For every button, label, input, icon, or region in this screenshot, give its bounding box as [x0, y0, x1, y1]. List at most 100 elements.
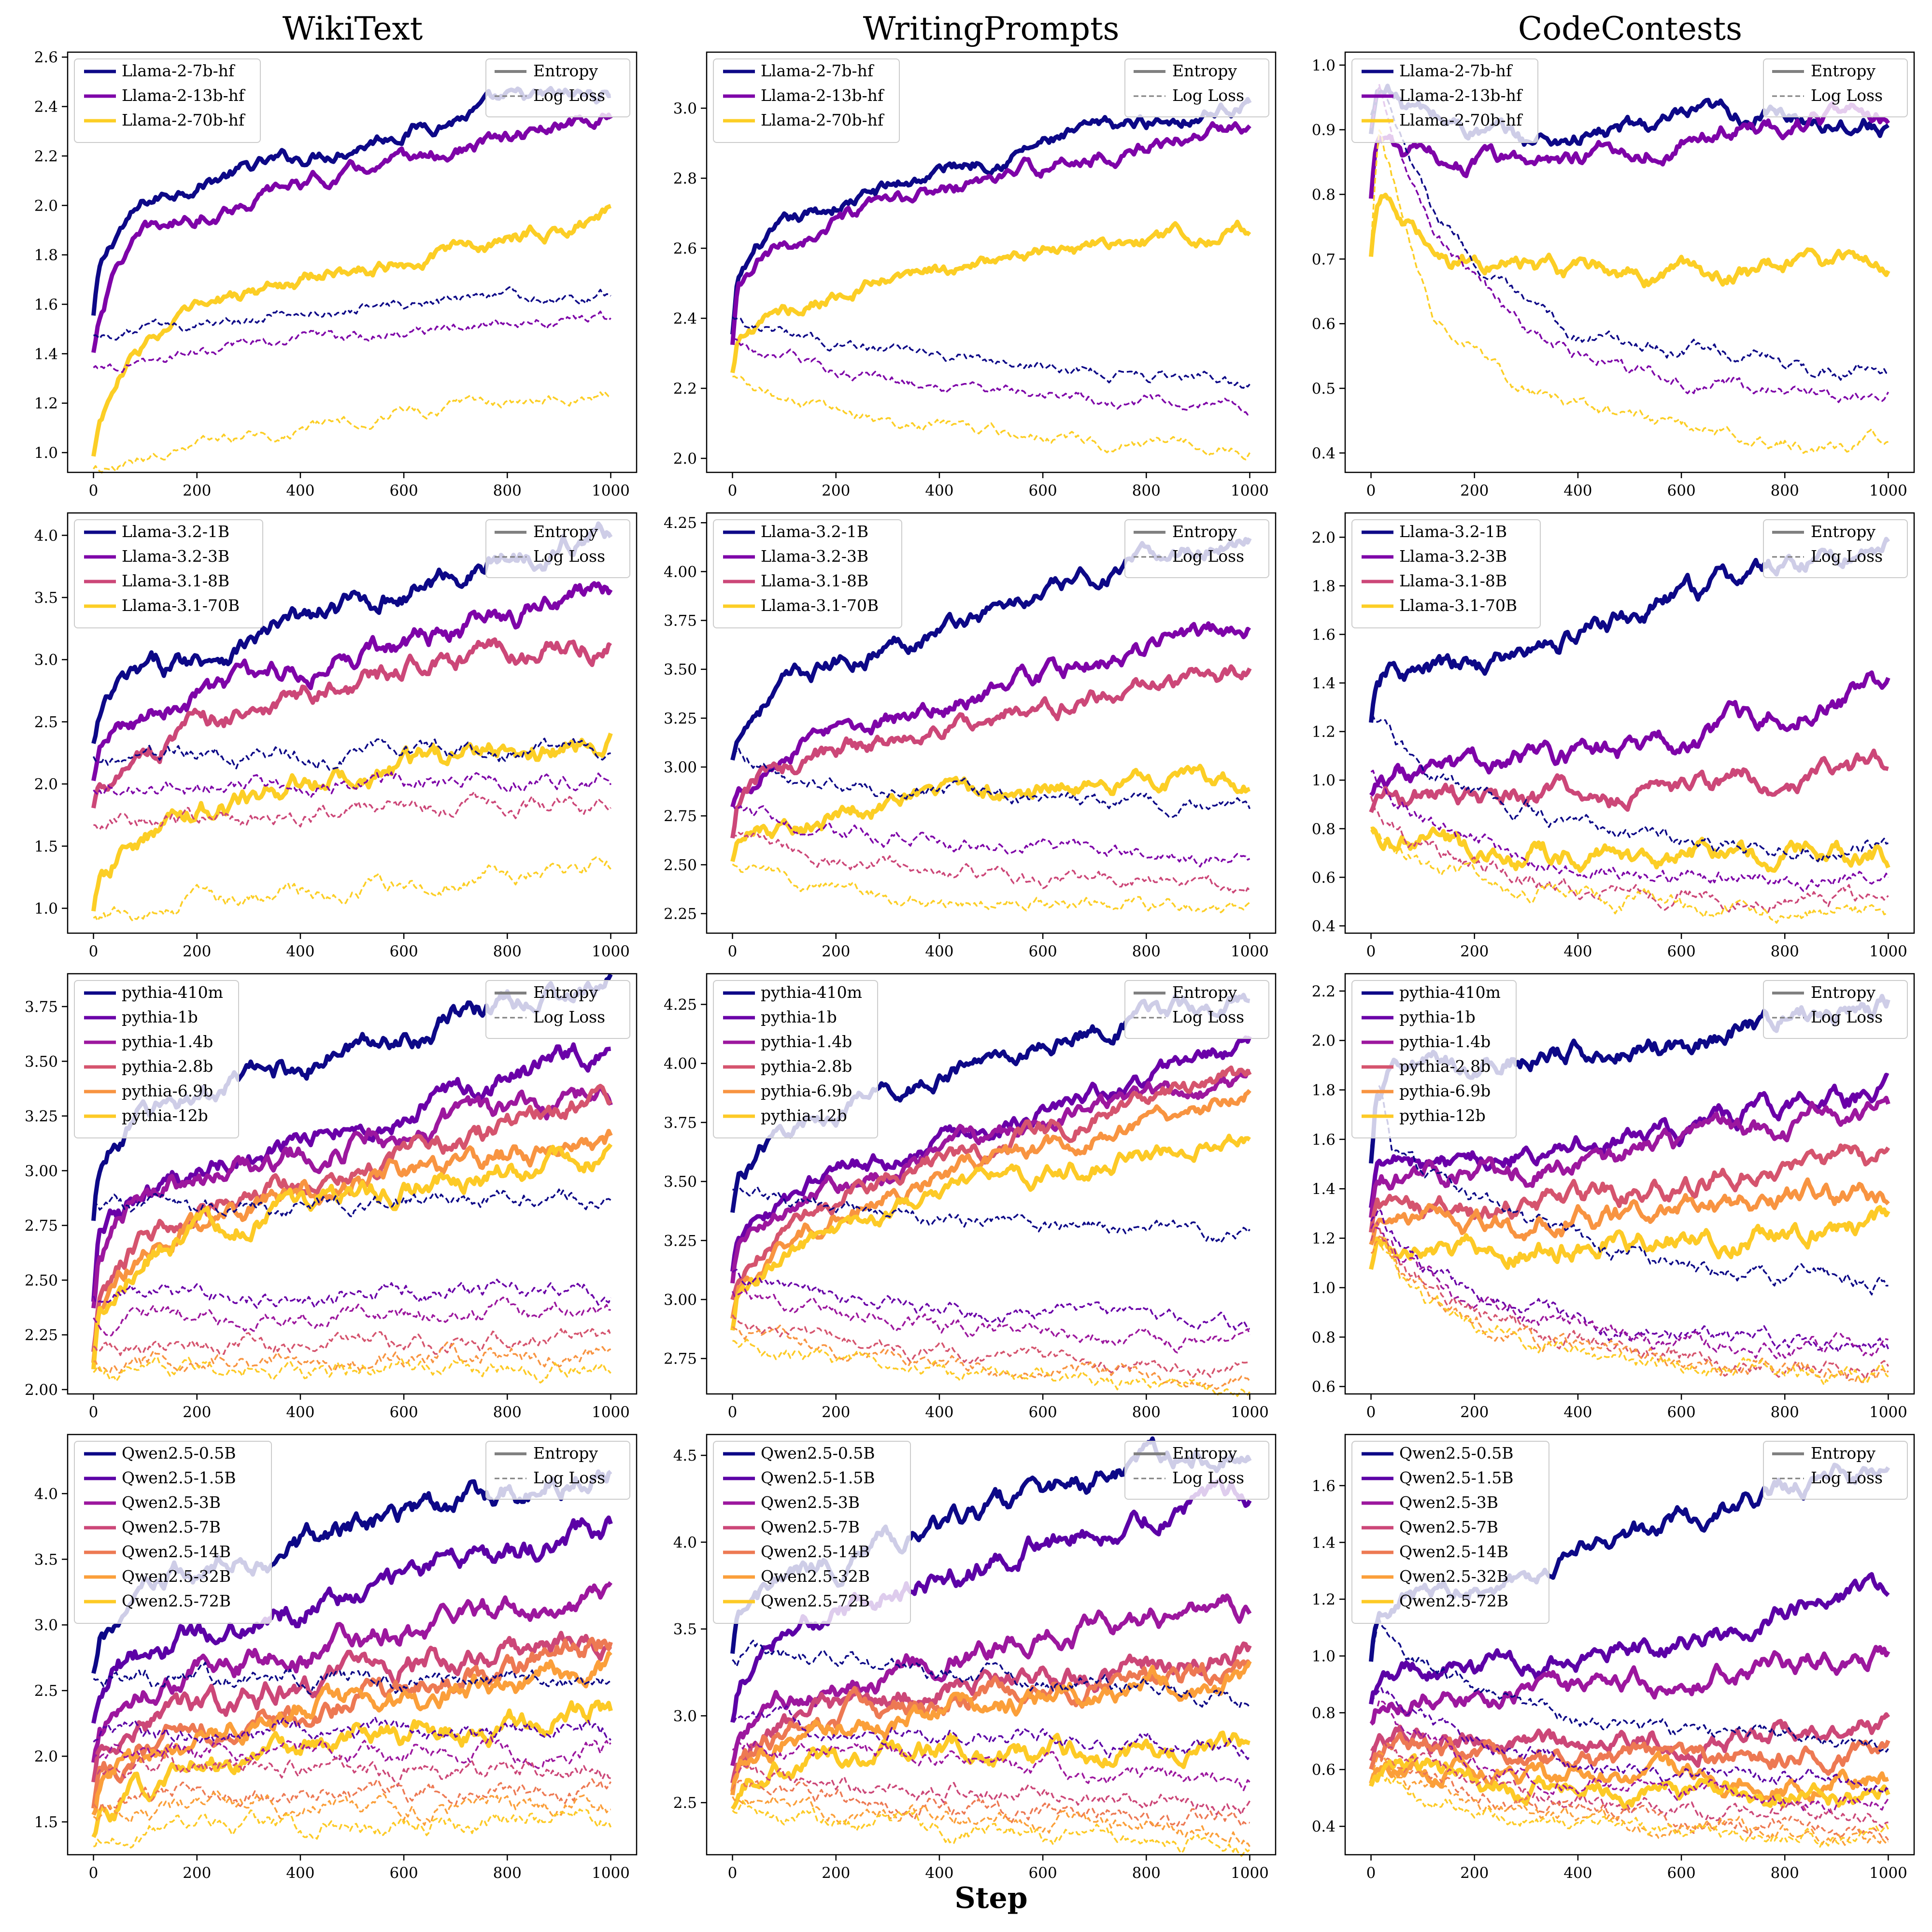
model-legend-box — [713, 1441, 911, 1624]
model-legend-box — [713, 519, 902, 628]
style-label-entropy: Entropy — [1811, 522, 1875, 541]
y-tick-label: 3.0 — [673, 1707, 697, 1725]
y-tick-label: 3.50 — [664, 1173, 697, 1191]
legend-label-qwen2-5-3b: Qwen2.5-3B — [1399, 1493, 1498, 1512]
y-tick-label: 4.25 — [664, 514, 697, 532]
series-line-pythia-6-9b-entropy — [91, 1129, 613, 1363]
legend-label-pythia-12b: pythia-12b — [122, 1106, 208, 1125]
style-label-entropy: Entropy — [1811, 983, 1875, 1002]
y-tick-label: 1.0 — [1312, 57, 1335, 74]
chart-panel-r2-c0: 0 200 400 600 800 1000 2.00 2.25 2.50 2.75 3.00 3.2… — [25, 973, 638, 1421]
style-legend-box — [1124, 58, 1269, 117]
series-line-llama-2-13b-hf-log-loss — [732, 337, 1250, 416]
y-tick-label: 2.50 — [25, 1272, 58, 1289]
series-line-qwen2-5-32b-entropy — [730, 1660, 1252, 1796]
series-line-llama-2-13b-hf-entropy — [1369, 101, 1890, 199]
style-legend: Entropy Log Loss — [1124, 980, 1269, 1039]
chart-panel-r1-c2: 0 200 400 600 800 1000 0.4 0.6 0.8 1.0 1.2 1.4 1.6 1.… — [1312, 512, 1915, 960]
series-line-pythia-1b-entropy — [730, 1035, 1252, 1272]
y-tick-label: 3.25 — [664, 1232, 697, 1250]
series-line-llama-2-7b-hf-entropy — [730, 97, 1252, 335]
x-tick-label: 0 — [89, 1864, 99, 1882]
x-tick-label: 600 — [390, 482, 418, 499]
y-tick-label: 3.75 — [664, 612, 697, 630]
legend-label-qwen2-5-0-5b: Qwen2.5-0.5B — [761, 1444, 875, 1463]
model-legend-box — [1351, 980, 1517, 1138]
x-tick-label: 1000 — [1231, 482, 1269, 499]
y-tick-label: 2.5 — [34, 713, 58, 731]
legend-label-pythia-1b: pythia-1b — [761, 1008, 837, 1026]
y-tick-label: 2.2 — [1312, 983, 1335, 1000]
y-tick-label: 0.4 — [1312, 918, 1335, 935]
style-legend: Entropy Log Loss — [485, 519, 630, 578]
legend-label-llama-2-7b-hf: Llama-2-7b-hf — [122, 61, 236, 80]
x-tick-label: 0 — [728, 943, 738, 960]
series-line-llama-3-2-3b-log-loss — [93, 771, 612, 799]
x-tick-label: 600 — [1029, 943, 1057, 960]
y-tick-label: 1.5 — [34, 838, 58, 855]
y-tick-label: 0.6 — [1312, 315, 1335, 333]
series-line-llama-2-13b-hf-log-loss — [1370, 84, 1889, 403]
x-tick-label: 600 — [1667, 1404, 1696, 1421]
x-tick-label: 1000 — [1869, 1864, 1907, 1882]
series-line-llama-3-2-3b-log-loss — [1370, 769, 1889, 892]
y-tick-label: 2.0 — [673, 450, 697, 468]
x-tick-label: 200 — [1460, 1864, 1489, 1882]
series-line-qwen2-5-1-5b-log-loss — [732, 1705, 1250, 1760]
x-tick-label: 200 — [1460, 943, 1489, 960]
legend-label-llama-3-2-3b: Llama-3.2-3B — [122, 547, 229, 566]
style-legend: Entropy Log Loss — [485, 1441, 630, 1500]
x-tick-label: 200 — [822, 1864, 850, 1882]
series-line-qwen2-5-72b-log-loss — [732, 1800, 1250, 1857]
y-tick-label: 1.2 — [1312, 724, 1335, 741]
plot-frame — [706, 512, 1277, 934]
y-tick-label: 0.4 — [1312, 1818, 1335, 1835]
series-line-llama-2-13b-hf-entropy — [730, 121, 1251, 345]
x-tick-label: 800 — [1132, 482, 1161, 499]
x-tick-label: 1000 — [1869, 943, 1907, 960]
plot-frame — [1344, 1434, 1915, 1856]
y-tick-label: 1.0 — [1312, 1279, 1335, 1297]
y-tick-label: 0.7 — [1312, 251, 1335, 268]
y-tick-label: 2.6 — [34, 49, 58, 66]
x-tick-label: 400 — [1563, 943, 1592, 960]
x-tick-label: 200 — [822, 943, 850, 960]
style-label-entropy: Entropy — [533, 983, 598, 1002]
y-tick-label: 3.5 — [673, 1621, 697, 1638]
series-line-pythia-1b-entropy — [1369, 1073, 1889, 1208]
series-group — [730, 1436, 1252, 1857]
legend-label-qwen2-5-7b: Qwen2.5-7B — [1399, 1518, 1498, 1536]
x-tick-label: 0 — [89, 482, 99, 499]
plot-frame — [706, 973, 1277, 1395]
x-tick-label: 0 — [1366, 1404, 1376, 1421]
x-tick-label: 0 — [728, 482, 738, 499]
series-line-pythia-2-8b-entropy — [91, 1083, 612, 1352]
series-line-qwen2-5-32b-entropy — [91, 1651, 612, 1816]
plot-frame — [1344, 973, 1915, 1395]
legend-label-pythia-410m: pythia-410m — [122, 983, 223, 1002]
legend-label-pythia-6-9b: pythia-6.9b — [1399, 1081, 1491, 1100]
legend-label-llama-3-2-1b: Llama-3.2-1B — [122, 522, 229, 541]
y-tick-label: 2.0 — [34, 1748, 58, 1765]
style-legend: Entropy Log Loss — [1763, 58, 1908, 117]
x-tick-label: 1000 — [1231, 943, 1269, 960]
model-legend-box — [74, 519, 263, 628]
legend-label-qwen2-5-1-5b: Qwen2.5-1.5B — [122, 1468, 236, 1487]
style-legend-box — [485, 519, 630, 578]
style-label-log-loss: Log Loss — [1172, 1468, 1244, 1487]
series-line-llama-3-2-3b-entropy — [730, 621, 1251, 808]
series-line-pythia-1-4b-entropy — [1369, 1095, 1890, 1218]
y-tick-label: 2.0 — [34, 776, 58, 793]
y-tick-label: 2.75 — [664, 808, 697, 825]
chart-panel-r3-c2: 0 200 400 600 800 1000 0.4 0.6 0.8 1.0 1.2 1.4 1.6 Qw… — [1312, 1434, 1915, 1882]
y-tick-label: 4.00 — [664, 1055, 697, 1073]
series-line-pythia-1-4b-log-loss — [1370, 1223, 1889, 1360]
model-legend: Llama-2-7b-hf Llama-2-13b-hf Llama-2-70b-h… — [713, 58, 900, 143]
series-line-qwen2-5-72b-entropy — [730, 1730, 1250, 1810]
y-tick-label: 4.5 — [673, 1447, 697, 1464]
y-tick-label: 2.75 — [25, 1217, 58, 1235]
x-tick-label: 600 — [1029, 1404, 1057, 1421]
y-tick-label: 3.0 — [673, 100, 697, 117]
y-tick-label: 2.2 — [673, 380, 697, 398]
legend-label-qwen2-5-7b: Qwen2.5-7B — [122, 1518, 221, 1536]
